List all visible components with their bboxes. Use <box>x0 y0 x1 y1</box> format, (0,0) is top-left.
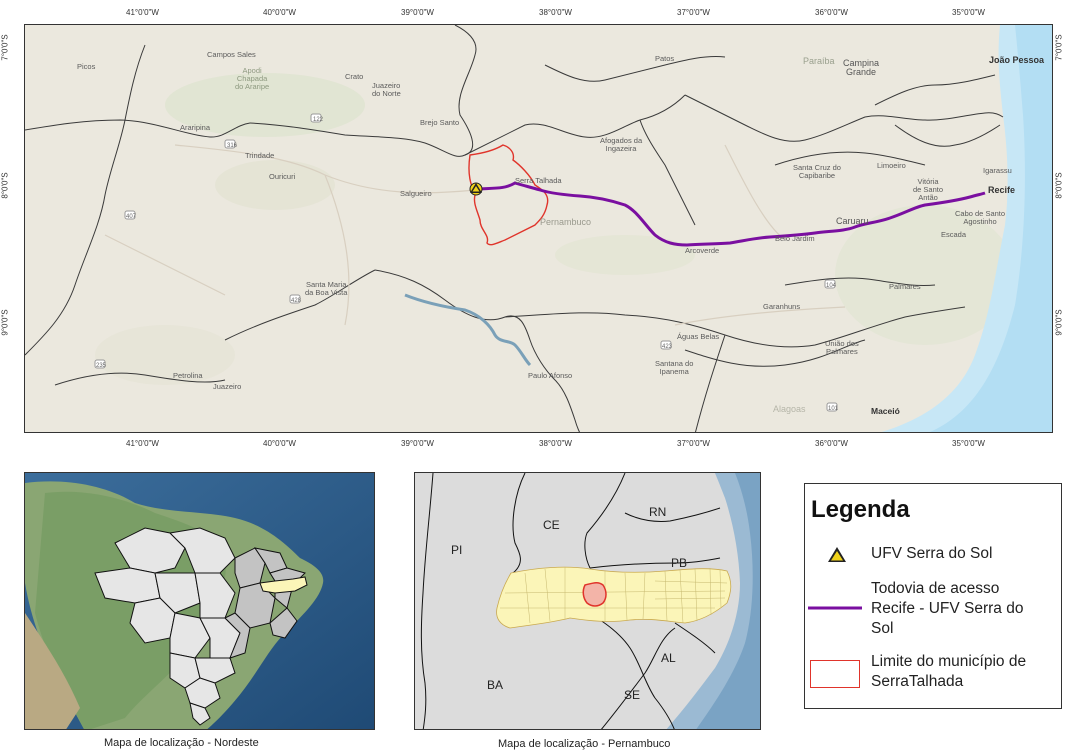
place-caruaru: Caruaru <box>836 216 869 226</box>
svg-text:122: 122 <box>313 117 324 123</box>
legend-item-ufv: UFV Serra do Sol <box>871 545 993 562</box>
caption-nordeste: Mapa de localização - Nordeste <box>104 737 259 749</box>
lon-tick-bottom: 35°0'0"W <box>952 439 985 448</box>
lat-tick-left: 9°0'0"S <box>0 309 10 336</box>
place-arcoverde: Arcoverde <box>685 246 720 255</box>
svg-text:235: 235 <box>96 363 107 369</box>
place-recife: Recife <box>988 185 1016 195</box>
place-uniao: União dos Palmares <box>825 339 859 356</box>
place-santana: Santana do Ipanema <box>655 359 694 376</box>
state-label-rn: RN <box>649 505 667 519</box>
place-vitoria: Vitória de Santo Antão <box>913 177 944 202</box>
place-ouricuri: Ouricuri <box>269 172 296 181</box>
place-limoeiro: Limoeiro <box>877 161 906 170</box>
lon-tick-bottom: 38°0'0"W <box>539 439 572 448</box>
place-petrolina: Petrolina <box>173 371 203 380</box>
place-santa-cruz: Santa Cruz do Capibaribe <box>793 163 841 180</box>
lon-tick-bottom: 36°0'0"W <box>815 439 848 448</box>
legend-title: Legenda <box>811 496 910 523</box>
svg-text:423: 423 <box>662 344 673 350</box>
state-label-ba: BA <box>487 678 504 692</box>
main-map[interactable]: 122 316 407 428 235 104 101 423 Campos S… <box>24 24 1053 433</box>
lon-tick-bottom: 39°0'0"W <box>401 439 434 448</box>
main-map-canvas: 122 316 407 428 235 104 101 423 <box>25 25 1052 432</box>
place-paraiba: Paraíba <box>803 56 835 66</box>
pernambuco-map-canvas <box>415 473 760 729</box>
lon-tick-bottom: 41°0'0"W <box>126 439 159 448</box>
place-maceio: Maceió <box>871 406 900 416</box>
lon-tick-top: 35°0'0"W <box>952 8 985 17</box>
place-cabo: Cabo de Santo Agostinho <box>955 209 1006 226</box>
lon-tick-top: 37°0'0"W <box>677 8 710 17</box>
state-label-ce: CE <box>543 518 560 532</box>
pernambuco-highlight <box>259 576 308 594</box>
lon-tick-top: 40°0'0"W <box>263 8 296 17</box>
serra-talhada-highlight <box>582 581 607 607</box>
place-santa-maria: Santa Maria da Boa Vista <box>305 280 348 297</box>
pernambuco-region <box>496 566 732 629</box>
place-palmares: Palmares <box>889 282 921 291</box>
place-chapada-araripe: Apodi Chapada do Araripe <box>235 66 270 91</box>
lon-tick-bottom: 40°0'0"W <box>263 439 296 448</box>
ufv-marker <box>469 182 483 196</box>
place-igarassu: Igarassu <box>983 166 1012 175</box>
state-label-se: SE <box>624 688 641 702</box>
svg-text:428: 428 <box>291 298 302 304</box>
svg-text:316: 316 <box>227 143 238 149</box>
place-salgueiro: Salgueiro <box>400 189 432 198</box>
lat-tick-right: 9°0'0"S <box>1054 309 1064 336</box>
place-alagoas: Alagoas <box>773 404 806 414</box>
place-juazeiro: Juazeiro <box>213 382 242 391</box>
road-line-icon <box>808 606 862 610</box>
legend: Legenda UFV Serra do Sol Todovia de aces… <box>804 483 1062 709</box>
caption-pernambuco: Mapa de localização - Pernambuco <box>498 738 671 750</box>
place-paulo-afonso: Paulo Afonso <box>528 371 573 380</box>
place-garanhuns: Garanhuns <box>763 302 801 311</box>
lon-tick-top: 36°0'0"W <box>815 8 848 17</box>
place-trindade: Trindade <box>245 151 275 160</box>
ufv-marker-icon <box>828 547 846 562</box>
place-campos-sales: Campos Sales <box>207 50 256 59</box>
place-escada: Escada <box>941 230 967 239</box>
lat-tick-left: 8°0'0"S <box>0 172 10 199</box>
state-label-pi: PI <box>451 543 463 557</box>
lat-tick-left: 7°0'0"S <box>0 34 10 61</box>
lon-tick-top: 41°0'0"W <box>126 8 159 17</box>
place-afogados: Afogados da Ingazeira <box>600 136 643 153</box>
lat-tick-right: 8°0'0"S <box>1054 172 1064 199</box>
place-pernambuco: Pernambuco <box>540 217 592 227</box>
place-belo-jardim: Belo Jardim <box>775 234 815 243</box>
lon-tick-top: 39°0'0"W <box>401 8 434 17</box>
place-patos: Patos <box>655 54 675 63</box>
inset-map-nordeste[interactable] <box>24 472 375 730</box>
place-juazeiro-do-norte: Juazeiro do Norte <box>372 81 401 98</box>
lon-tick-bottom: 37°0'0"W <box>677 439 710 448</box>
inset-map-pernambuco[interactable]: PI CE RN PB AL BA SE <box>414 472 761 730</box>
lon-tick-top: 38°0'0"W <box>539 8 572 17</box>
state-label-pb: PB <box>671 556 688 570</box>
municipality-boundary <box>468 144 549 246</box>
place-aguas-belas: Águas Belas <box>677 332 720 341</box>
svg-text:101: 101 <box>828 406 839 412</box>
place-campina-grande: Campina Grande <box>843 58 880 78</box>
place-serra-talhada: Serra Talhada <box>515 176 562 185</box>
place-picos: Picos <box>77 62 96 71</box>
legend-item-road: Todovia de acesso Recife - UFV Serra do … <box>871 580 1024 637</box>
state-label-al: AL <box>661 651 676 665</box>
legend-item-boundary: Limite do município de SerraTalhada <box>871 653 1027 690</box>
lat-tick-right: 7°0'0"S <box>1054 34 1064 61</box>
nordeste-map-canvas <box>25 473 374 729</box>
place-joao-pessoa: João Pessoa <box>989 55 1045 65</box>
place-brejo-santo: Brejo Santo <box>420 118 460 127</box>
municipality-boundary-icon <box>810 660 860 688</box>
svg-text:104: 104 <box>826 283 837 289</box>
place-crato: Crato <box>345 72 364 81</box>
access-road-line <box>476 181 986 247</box>
place-araripina: Araripina <box>180 123 211 132</box>
svg-text:407: 407 <box>126 214 137 220</box>
